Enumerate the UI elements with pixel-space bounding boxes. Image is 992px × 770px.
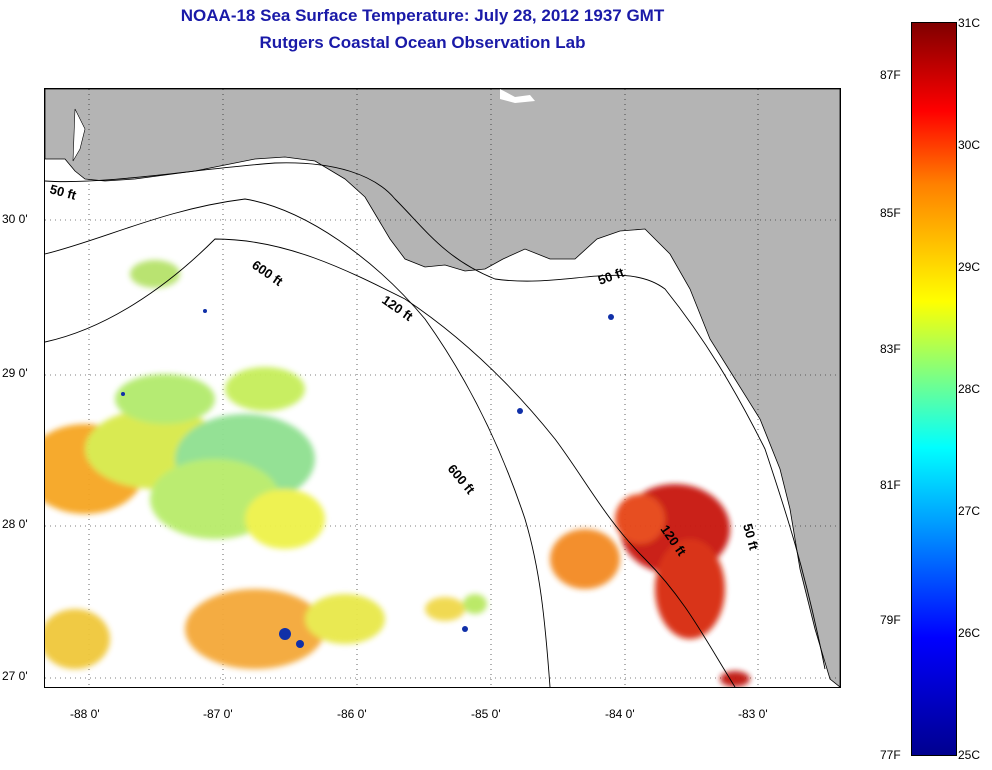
depth-label: 600 ft [249,257,286,289]
depth-label: 600 ft [445,461,479,497]
land-mass [45,89,840,687]
lat-label-28: 28 0' [2,517,28,531]
cbar-c-25: 25C [958,748,981,762]
lon-label-86: -86 0' [337,707,367,721]
cbar-c-28: 28C [958,382,981,396]
lat-label-27: 27 0' [2,669,28,683]
map-title: NOAA-18 Sea Surface Temperature: July 28… [180,6,665,25]
lon-label-84: -84 0' [605,707,635,721]
cbar-f-87: 87F [880,68,901,82]
cbar-c-31: 31C [958,16,981,30]
cbar-c-29: 29C [958,260,981,274]
depth-label: 50 ft [48,181,78,203]
depth-label: 50 ft [596,264,627,287]
lon-label-83: -83 0' [738,707,768,721]
cbar-c-30: 30C [958,138,981,152]
lat-label-30: 30 0' [2,212,28,226]
lat-label-29: 29 0' [2,366,28,380]
cbar-f-79: 79F [880,613,901,627]
cbar-c-26: 26C [958,626,981,640]
depth-label: 120 ft [379,292,416,324]
cbar-f-81: 81F [880,478,901,492]
lon-label-87: -87 0' [203,707,233,721]
cbar-f-77: 77F [880,748,901,762]
cbar-f-83: 83F [880,342,901,356]
sst-map: 50 ft 600 ft 120 ft 50 ft 600 ft 120 ft … [44,88,841,688]
cbar-f-85: 85F [880,206,901,220]
cbar-c-27: 27C [958,504,981,518]
lon-label-85: -85 0' [471,707,501,721]
map-subtitle: Rutgers Coastal Ocean Observation Lab [259,33,586,52]
temperature-colorbar [911,22,957,756]
lon-label-88: -88 0' [70,707,100,721]
depth-label: 50 ft [740,522,762,552]
